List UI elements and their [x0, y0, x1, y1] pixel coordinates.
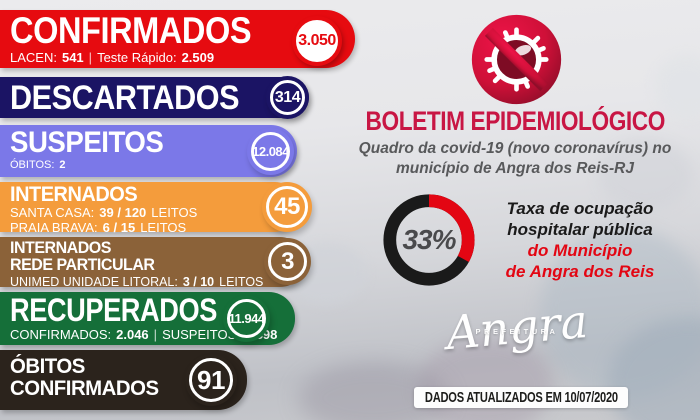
unimed-value: 3 / 10 — [182, 275, 215, 289]
lacen-label: LACEN: — [10, 50, 57, 65]
internados-praia-brava-detail: PRAIA BRAVA: 6 / 15 LEITOS — [10, 219, 300, 236]
obitos-value: 2 — [59, 159, 66, 171]
obitos-title-line1: ÓBITOS — [10, 355, 85, 378]
praia-brava-suffix: LEITOS — [140, 219, 187, 235]
virus-prohibition-icon — [471, 14, 562, 105]
occupancy-text: Taxa de ocupação hospitalar pública do M… — [468, 198, 692, 282]
confirmados-title: CONFIRMADOS — [10, 10, 252, 51]
teste-rapido-label: Teste Rápido: — [97, 50, 177, 65]
stat-banner-internados: INTERNADOS SANTA CASA: 39 / 120 LEITOS P… — [0, 182, 300, 234]
internados-title: INTERNADOS — [10, 183, 138, 206]
internados-santa-casa-detail: SANTA CASA: 39 / 120 LEITOS — [10, 205, 300, 221]
recuperados-count-badge: 11.944 — [227, 299, 266, 338]
stat-banner-confirmados: CONFIRMADOS LACEN: 541 | Teste Rápido: 2… — [0, 10, 355, 68]
descartados-count-badge: 314 — [270, 80, 305, 115]
update-date-bar: DADOS ATUALIZADOS EM 10/07/2020 — [414, 387, 628, 408]
recuperados-suspeitos-label: SUSPEITOS: — [162, 327, 240, 342]
occupancy-text-line4: de Angra dos Reis — [505, 262, 655, 281]
virus-watermark-blob — [598, 138, 693, 210]
occupancy-percent-label: 33% — [402, 224, 456, 255]
bulletin-subtitle: Quadro da covid-19 (novo coronavírus) no… — [336, 139, 694, 179]
santa-casa-suffix: LEITOS — [151, 205, 198, 220]
occupancy-text-line1: Taxa de ocupação — [506, 199, 654, 218]
suspeitos-title: SUSPEITOS — [10, 126, 164, 159]
occupancy-text-line2: hospitalar pública — [507, 220, 653, 239]
stat-banner-descartados: DESCARTADOS — [0, 77, 309, 118]
virus-watermark-blob — [655, 55, 700, 117]
praia-brava-label: PRAIA BRAVA: — [10, 219, 98, 235]
descartados-title: DESCARTADOS — [10, 78, 240, 117]
stat-banner-internados-particular: INTERNADOS REDE PARTICULAR UNIMED UNIDAD… — [0, 237, 305, 289]
occupancy-text-line3: do Município — [527, 241, 633, 260]
occupancy-donut-chart — [383, 194, 475, 286]
bulletin-title: BOLETIM EPIDEMIOLÓGICO — [336, 106, 694, 137]
internados-particular-title-line1: INTERNADOS — [10, 239, 111, 257]
lacen-value: 541 — [61, 50, 84, 65]
separator: | — [153, 327, 158, 342]
obitos-count-badge: 91 — [189, 358, 233, 402]
obitos-title-line2: CONFIRMADOS — [10, 377, 159, 400]
unimed-label: UNIMED UNIDADE LITORAL: — [10, 275, 178, 289]
teste-rapido-value: 2.509 — [181, 50, 215, 65]
bulletin-title-text: BOLETIM EPIDEMIOLÓGICO — [365, 106, 665, 136]
recuperados-title: RECUPERADOS — [10, 292, 217, 328]
bulletin-subtitle-line1: Quadro da covid-19 (novo coronavírus) no — [358, 140, 672, 157]
internados-count-badge: 45 — [266, 186, 308, 228]
update-date-text: DADOS ATUALIZADOS EM 10/07/2020 — [424, 389, 618, 406]
internados-particular-title-line2: REDE PARTICULAR — [10, 256, 155, 274]
stat-banner-suspeitos: SUSPEITOS ÓBITOS: 2 — [0, 125, 297, 177]
santa-casa-label: SANTA CASA: — [10, 205, 95, 220]
bulletin-subtitle-line2: município de Angra dos Reis-RJ — [396, 160, 634, 177]
separator: | — [88, 50, 93, 65]
obitos-label: ÓBITOS: — [10, 159, 55, 171]
praia-brava-value: 6 / 15 — [102, 219, 136, 235]
recuperados-confirmados-label: CONFIRMADOS: — [10, 327, 112, 342]
confirmados-count-badge: 3.050 — [292, 16, 342, 66]
unimed-suffix: LEITOS — [219, 275, 264, 289]
confirmados-breakdown: LACEN: 541 | Teste Rápido: 2.509 — [10, 50, 355, 65]
recuperados-confirmados-value: 2.046 — [116, 327, 149, 342]
suspeitos-obitos-detail: ÓBITOS: 2 — [10, 159, 297, 171]
prefeitura-label: PREFEITURA — [475, 327, 559, 336]
unimed-detail: UNIMED UNIDADE LITORAL: 3 / 10 LEITOS — [10, 275, 305, 289]
santa-casa-value: 39 / 120 — [99, 205, 147, 220]
internados-particular-count-badge: 3 — [268, 242, 307, 281]
suspeitos-count-badge: 12.084 — [251, 132, 290, 171]
